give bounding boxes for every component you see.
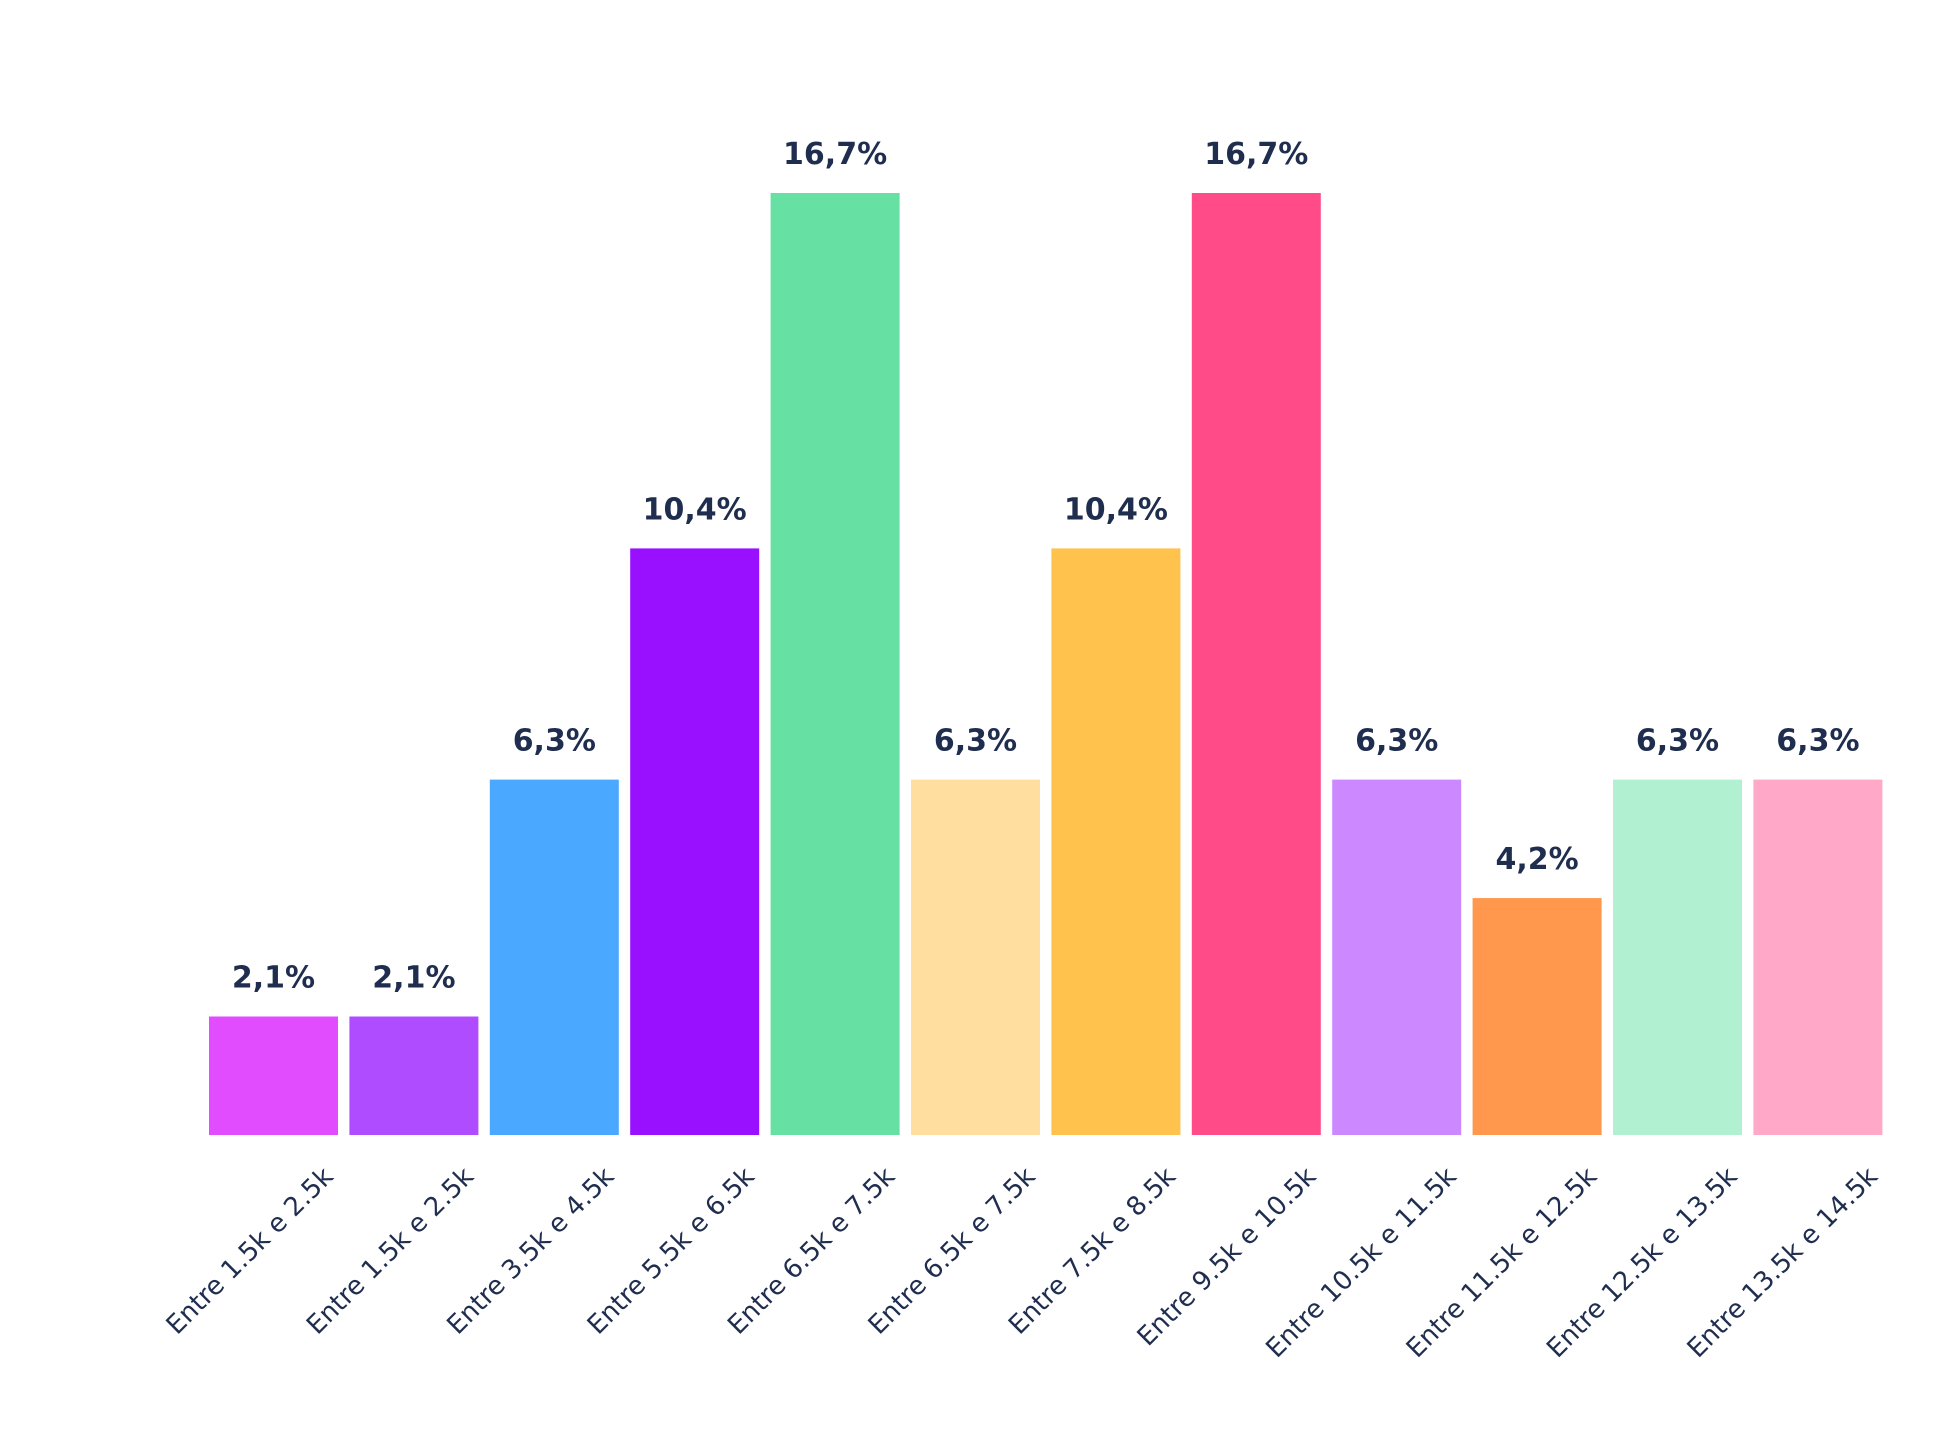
bar-4 [770,193,900,1135]
value-label-0: 2,1% [232,961,315,996]
value-label-9: 4,2% [1495,842,1578,877]
bar-2 [489,779,619,1135]
value-label-11: 6,3% [1776,724,1859,759]
bar-8 [1332,779,1462,1135]
value-label-7: 16,7% [1204,137,1308,172]
bar-1 [349,1016,479,1135]
bar-5 [911,779,1040,1135]
value-label-2: 6,3% [513,724,596,759]
bar-0 [209,1016,338,1135]
bar-3 [630,548,760,1135]
bar-10 [1613,779,1742,1135]
value-label-5: 6,3% [934,724,1017,759]
bar-11 [1753,779,1883,1135]
bar-7 [1191,193,1321,1135]
value-label-4: 16,7% [783,137,887,172]
bar-6 [1051,548,1181,1135]
value-label-10: 6,3% [1636,724,1719,759]
value-label-6: 10,4% [1064,492,1168,527]
value-label-3: 10,4% [643,492,747,527]
value-label-1: 2,1% [372,961,455,996]
value-labels-layer: 2,1% 2,1% 6,3% 10,4% 16,7% 6,3% 10,4% 16,7% 6,3%… [232,137,1860,996]
bars-layer [209,193,1883,1135]
bar-9 [1472,898,1602,1135]
value-label-8: 6,3% [1355,724,1438,759]
